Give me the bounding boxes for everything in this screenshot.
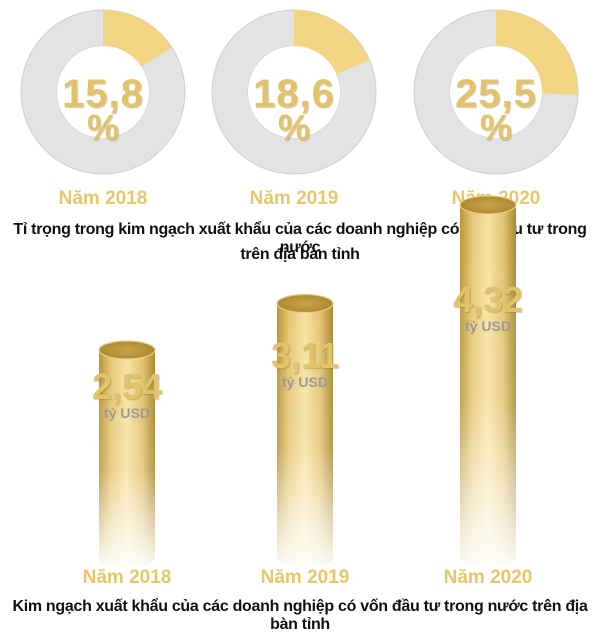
donut-value-2020: 25,5 — [455, 72, 537, 116]
donut-hole-2 — [248, 46, 340, 138]
donut-year-2018: Năm 2018 — [58, 188, 148, 209]
cylinder-top-3 — [459, 195, 517, 215]
cylinder-bar-2 — [276, 293, 334, 566]
donut-caption-line1: Tỉ trọng trong kim ngạch xuất khẩu của c… — [13, 221, 587, 256]
cylinder-top-1 — [98, 340, 156, 360]
cylinder-bar-1 — [98, 340, 156, 566]
cylinder-top-2 — [276, 293, 334, 314]
bar-value-2020: 4,32 — [452, 279, 524, 320]
donut-3 — [413, 9, 579, 175]
donut-slice-2 — [294, 10, 370, 74]
donut-2 — [211, 9, 377, 175]
donut-slice-1 — [103, 10, 172, 67]
bar-year-2020: Năm 2020 — [443, 567, 533, 588]
donut-value-2019: 18,6 — [253, 72, 335, 116]
donut-1 — [20, 9, 186, 175]
bar-value-2019: 3,11 — [270, 335, 340, 376]
donut-hole-3 — [450, 46, 542, 138]
bar-year-2018: Năm 2018 — [82, 567, 172, 588]
donut-hole-1 — [57, 46, 149, 138]
cylinder-fade-2 — [277, 303, 333, 566]
donut-slice-3 — [496, 10, 578, 95]
cylinder-fade-3 — [460, 204, 516, 567]
cylinder-fade-1 — [99, 349, 155, 566]
donut-caption-line2: trên địa bàn tỉnh — [240, 246, 360, 263]
bar-unit-2019: tỷ USD — [282, 374, 328, 390]
donut-value-2018: 15,8 — [62, 72, 144, 116]
donut-unit-2018: % — [86, 107, 119, 148]
bar-year-2019: Năm 2019 — [260, 567, 350, 588]
donut-year-2019: Năm 2019 — [249, 188, 339, 209]
bar-unit-2020: tỷ USD — [465, 318, 511, 334]
bar-unit-2018: tỷ USD — [104, 405, 150, 421]
donut-charts — [20, 9, 579, 175]
bar-value-2018: 2,54 — [91, 366, 163, 407]
donut-unit-2019: % — [277, 107, 310, 148]
cylinder-bar-3 — [459, 195, 517, 567]
bar-caption: Kim ngạch xuất khẩu của các doanh nghiệp… — [12, 598, 588, 633]
donut-unit-2020: % — [479, 107, 512, 148]
